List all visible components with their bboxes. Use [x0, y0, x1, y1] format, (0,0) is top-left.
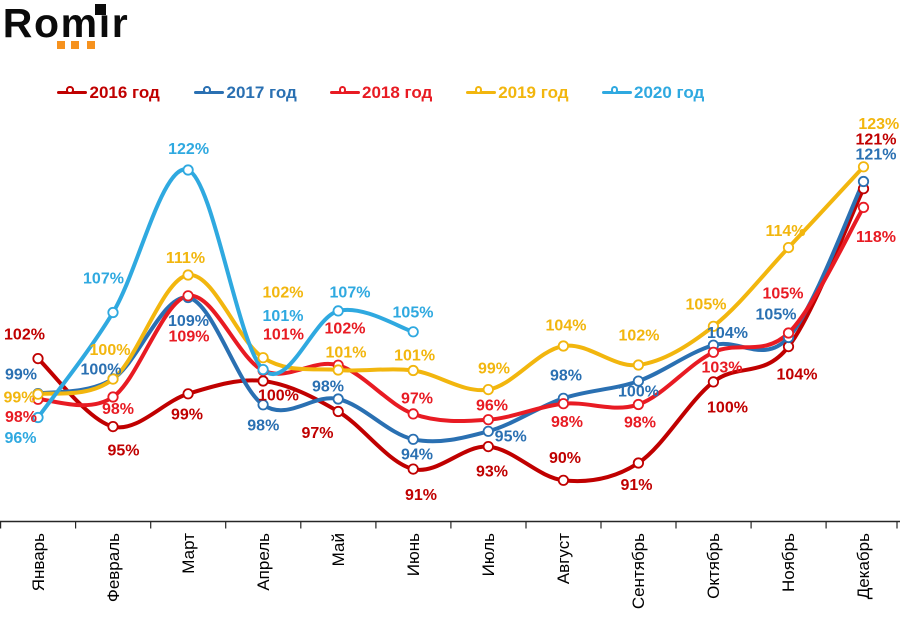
- svg-text:105%: 105%: [756, 307, 797, 324]
- svg-text:100%: 100%: [258, 388, 299, 405]
- svg-text:99%: 99%: [3, 390, 35, 407]
- svg-text:114%: 114%: [765, 223, 805, 240]
- svg-text:91%: 91%: [620, 477, 652, 494]
- svg-text:102%: 102%: [619, 328, 660, 345]
- svg-text:100%: 100%: [90, 342, 131, 359]
- svg-text:105%: 105%: [393, 305, 434, 322]
- svg-text:93%: 93%: [476, 464, 508, 481]
- svg-text:101%: 101%: [394, 348, 435, 365]
- svg-text:95%: 95%: [495, 429, 527, 446]
- svg-text:97%: 97%: [401, 391, 433, 408]
- svg-text:118%: 118%: [856, 229, 896, 246]
- svg-text:104%: 104%: [546, 318, 587, 335]
- svg-text:103%: 103%: [702, 360, 743, 377]
- svg-text:98%: 98%: [247, 418, 279, 435]
- svg-text:94%: 94%: [401, 447, 433, 464]
- svg-text:107%: 107%: [330, 285, 371, 302]
- svg-text:107%: 107%: [83, 271, 124, 288]
- svg-text:101%: 101%: [326, 345, 367, 362]
- svg-text:104%: 104%: [777, 367, 818, 384]
- svg-text:109%: 109%: [168, 313, 209, 330]
- svg-text:101%: 101%: [263, 327, 304, 344]
- svg-text:123%: 123%: [858, 116, 899, 133]
- svg-text:98%: 98%: [5, 409, 37, 426]
- svg-text:104%: 104%: [707, 325, 748, 342]
- svg-text:100%: 100%: [81, 362, 122, 379]
- svg-text:102%: 102%: [263, 285, 304, 302]
- svg-text:95%: 95%: [107, 443, 139, 460]
- svg-text:102%: 102%: [325, 321, 366, 338]
- svg-text:99%: 99%: [478, 361, 510, 378]
- svg-text:121%: 121%: [856, 147, 897, 164]
- svg-text:109%: 109%: [169, 329, 210, 346]
- svg-text:98%: 98%: [312, 379, 344, 396]
- svg-text:105%: 105%: [763, 286, 804, 303]
- svg-text:90%: 90%: [549, 450, 581, 467]
- svg-text:98%: 98%: [102, 401, 134, 418]
- svg-text:96%: 96%: [476, 398, 508, 415]
- svg-text:105%: 105%: [686, 297, 727, 314]
- svg-text:102%: 102%: [4, 327, 45, 344]
- svg-text:98%: 98%: [624, 415, 656, 432]
- svg-text:98%: 98%: [550, 368, 582, 385]
- svg-text:121%: 121%: [856, 132, 897, 149]
- svg-text:91%: 91%: [405, 487, 437, 504]
- svg-text:111%: 111%: [166, 250, 205, 267]
- svg-text:101%: 101%: [263, 308, 304, 325]
- svg-text:96%: 96%: [4, 430, 36, 447]
- svg-text:122%: 122%: [168, 141, 209, 158]
- svg-text:98%: 98%: [551, 414, 583, 431]
- svg-text:100%: 100%: [707, 400, 748, 417]
- svg-text:99%: 99%: [5, 367, 37, 384]
- svg-text:100%: 100%: [618, 384, 659, 401]
- svg-text:97%: 97%: [301, 425, 333, 442]
- svg-text:99%: 99%: [171, 407, 203, 424]
